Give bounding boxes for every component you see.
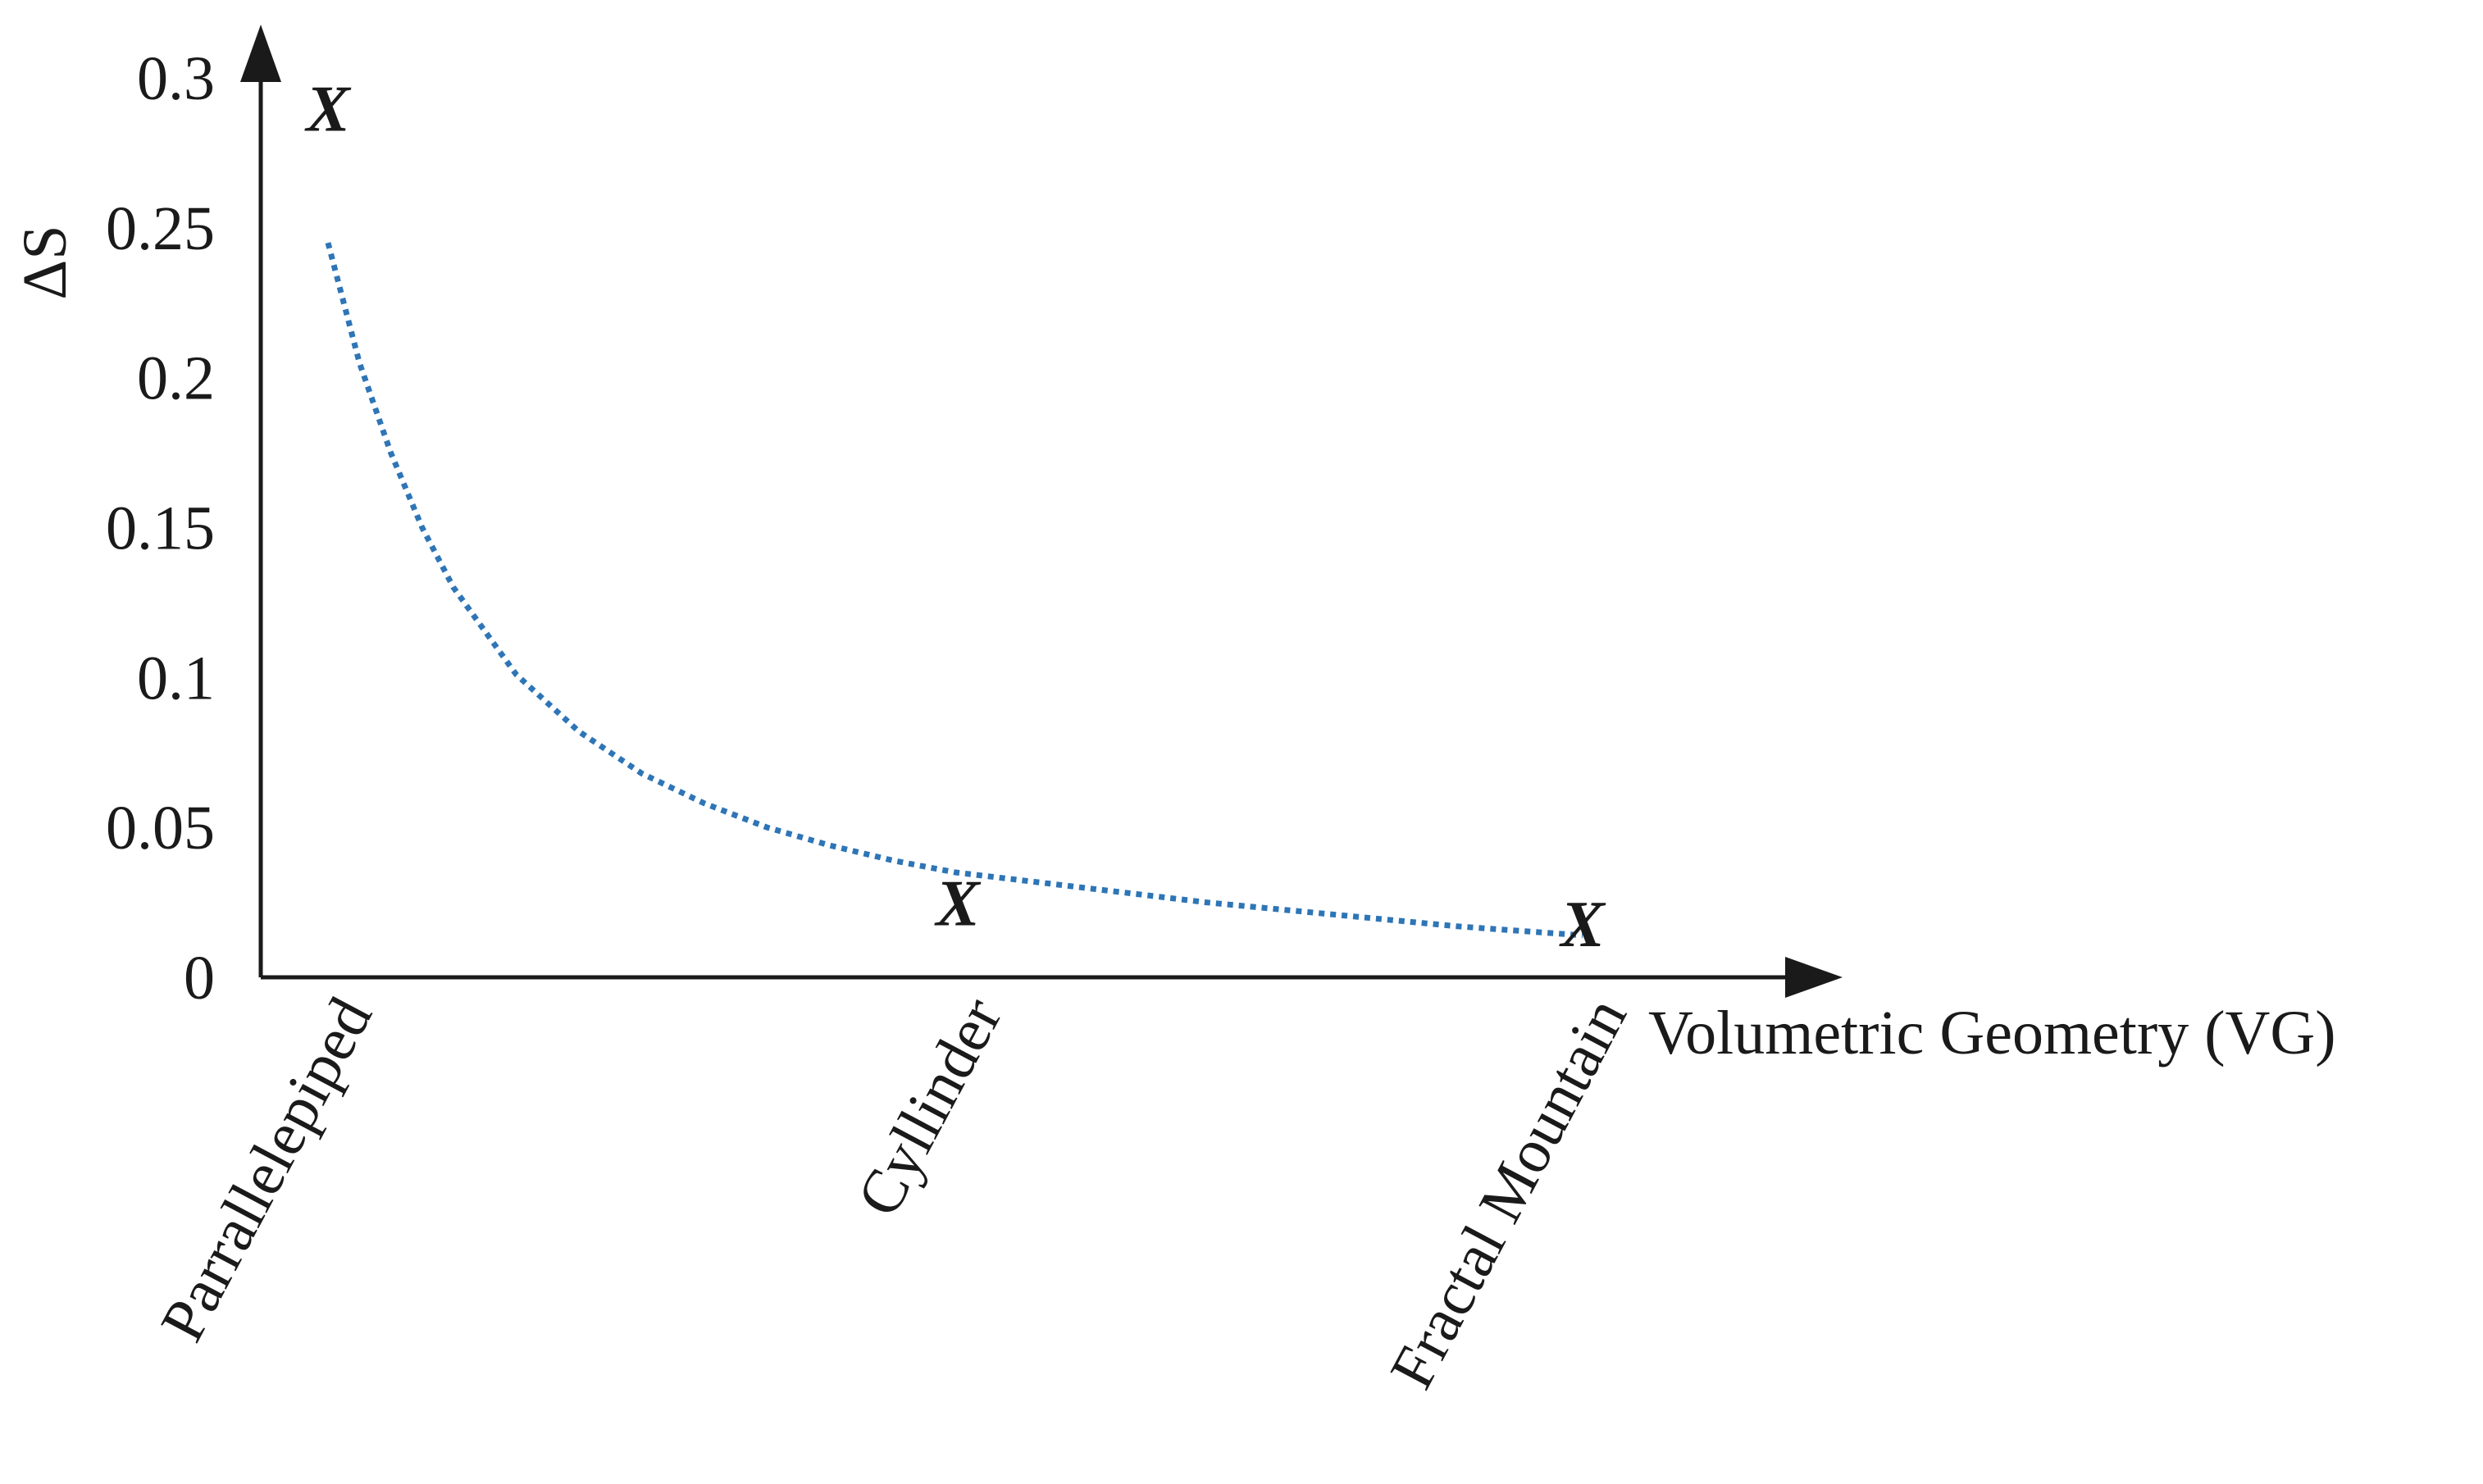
data-point-marker: X <box>1558 889 1606 961</box>
axes <box>240 25 1843 998</box>
data-point-marker: X <box>933 868 981 940</box>
data-point-marker: X <box>303 74 351 146</box>
category-label: Fractal Mountain <box>1377 987 1640 1400</box>
y-tick-label: 0.2 <box>137 344 215 413</box>
y-tick-label: 0.15 <box>106 494 215 563</box>
y-tick-label: 0.3 <box>137 44 215 113</box>
curve-line <box>325 242 1583 939</box>
y-tick-label: 0.1 <box>137 644 215 712</box>
y-tick-label: 0 <box>184 944 215 1013</box>
y-tick-label: 0.25 <box>106 194 215 263</box>
x-axis-title: Volumetric Geometry (VG) <box>1648 999 2336 1067</box>
y-axis-title: ΔS <box>11 225 80 299</box>
category-label: Cyllinder <box>844 987 1015 1227</box>
category-labels: Parrallelepiped Cyllinder Fractal Mountain <box>148 987 1640 1400</box>
y-ticks: 0 0.05 0.1 0.15 0.2 0.25 0.3 <box>106 44 215 1013</box>
y-tick-label: 0.05 <box>106 794 215 863</box>
trend-curve <box>325 242 1583 939</box>
category-label: Parrallelepiped <box>148 987 385 1353</box>
x-markers: X X X <box>303 74 1606 962</box>
